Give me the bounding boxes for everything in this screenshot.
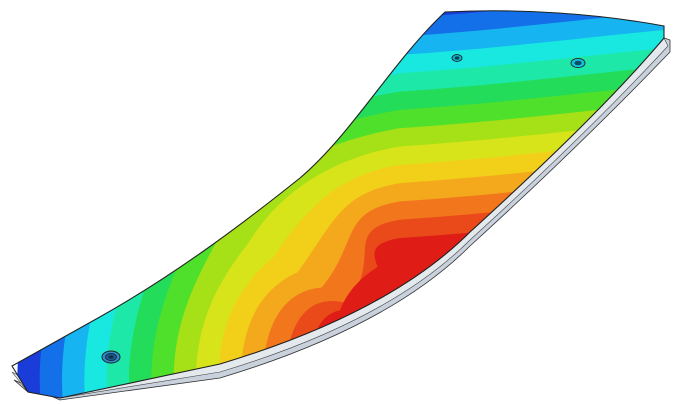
bolt-hole-left — [101, 350, 121, 364]
bolt-hole-right-1 — [451, 54, 463, 62]
fringe-band-10 — [218, 134, 664, 399]
bolt-hole-right-2 — [570, 57, 586, 69]
